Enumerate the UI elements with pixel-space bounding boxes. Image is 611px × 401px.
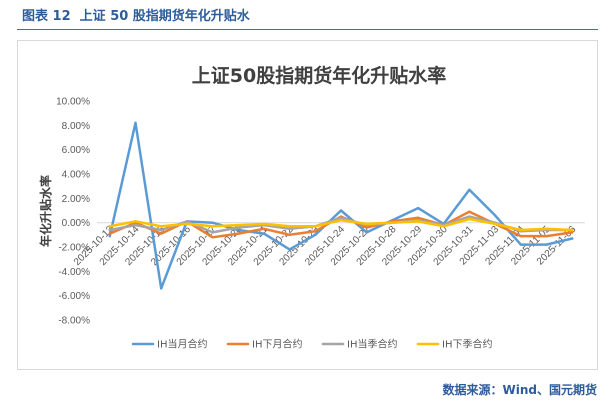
y-tick-label: -2.00% xyxy=(58,243,90,254)
data-point xyxy=(160,225,163,228)
data-point xyxy=(493,222,497,226)
header-divider xyxy=(17,29,598,30)
data-point xyxy=(288,227,291,230)
legend-item: IH下季合约 xyxy=(416,338,492,351)
legend-label: IH当季合约 xyxy=(347,338,397,351)
data-point xyxy=(468,188,471,191)
data-point xyxy=(288,248,291,251)
data-point xyxy=(160,232,163,235)
data-point xyxy=(288,225,291,228)
data-point xyxy=(339,219,343,222)
y-tick-label: 0.00% xyxy=(62,218,90,229)
data-point xyxy=(262,232,266,235)
y-tick-label: 2.00% xyxy=(62,194,90,205)
data-point xyxy=(237,232,240,235)
data-point xyxy=(339,209,343,212)
data-point xyxy=(519,243,522,246)
data-point xyxy=(545,234,548,238)
data-point xyxy=(108,234,112,238)
legend-label: IH下月合约 xyxy=(252,338,302,351)
y-tick-label: 6.00% xyxy=(62,145,90,156)
data-point xyxy=(571,237,574,240)
legend-label: IH下季合约 xyxy=(442,338,492,351)
data-point xyxy=(391,221,394,224)
data-point xyxy=(108,225,112,228)
data-point xyxy=(545,227,548,230)
data-point xyxy=(545,243,548,246)
data-point xyxy=(288,233,291,236)
data-point xyxy=(314,230,317,233)
legend-item: IH当月合约 xyxy=(131,338,207,351)
y-tick-label: 8.00% xyxy=(62,121,90,132)
data-point xyxy=(416,220,420,223)
data-point xyxy=(211,221,214,224)
plot-series xyxy=(108,121,574,290)
chart-area-frame xyxy=(17,40,598,370)
data-point xyxy=(571,231,574,234)
y-axis: 10.00% 8.00% 6.00% 4.00% 2.00% 0.00% -2.00% -4.… xyxy=(56,97,90,327)
data-point xyxy=(134,220,137,223)
data-point xyxy=(237,223,240,227)
data-point xyxy=(468,210,471,213)
chart-title: 上证50股指期货年化升贴水率 xyxy=(192,64,446,87)
data-point xyxy=(365,222,368,226)
legend: IH当月合约 IH下月合约 IH当季合约 IH下季合约 xyxy=(131,338,492,351)
data-point xyxy=(108,232,112,235)
data-point xyxy=(416,216,420,219)
x-axis: 2025-10-132025-10-142025-10-152025-10-16… xyxy=(72,224,579,268)
data-point xyxy=(108,228,112,232)
data-point xyxy=(339,216,343,219)
figure-caption: 图表 12 上证 50 股指期货年化升贴水 xyxy=(22,9,250,24)
data-point xyxy=(493,214,497,217)
data-point xyxy=(134,121,137,125)
series-group xyxy=(108,217,574,232)
data-point xyxy=(365,226,368,229)
data-point xyxy=(416,206,420,210)
legend-item: IH当季合约 xyxy=(321,338,397,351)
y-tick-label: -6.00% xyxy=(58,291,90,302)
legend-item: IH下月合约 xyxy=(226,338,302,351)
data-point xyxy=(262,222,266,226)
y-axis-title: 年化升贴水率 xyxy=(38,175,53,247)
data-point xyxy=(185,220,189,223)
data-point xyxy=(314,225,317,228)
data-point xyxy=(237,226,240,229)
data-point xyxy=(442,225,445,228)
y-tick-label: 10.00% xyxy=(56,97,90,108)
data-point xyxy=(519,228,522,232)
data-source-note: 数据来源：Wind、国元期货 xyxy=(442,383,597,397)
y-tick-label: -4.00% xyxy=(58,267,90,278)
data-point xyxy=(314,233,317,236)
data-point xyxy=(160,228,163,232)
y-tick-label: -8.00% xyxy=(58,316,90,327)
data-point xyxy=(160,287,163,290)
data-point xyxy=(468,215,471,218)
data-point xyxy=(211,225,214,228)
data-point xyxy=(468,217,471,221)
data-point xyxy=(571,228,574,232)
data-point xyxy=(211,231,214,234)
data-point xyxy=(519,234,522,238)
data-point xyxy=(262,227,266,230)
legend-label: IH当月合约 xyxy=(157,338,207,351)
data-point xyxy=(237,228,240,232)
data-point xyxy=(365,231,368,234)
data-point xyxy=(185,222,189,226)
y-tick-label: 4.00% xyxy=(62,170,90,181)
data-point xyxy=(211,236,214,239)
data-point xyxy=(134,223,137,227)
